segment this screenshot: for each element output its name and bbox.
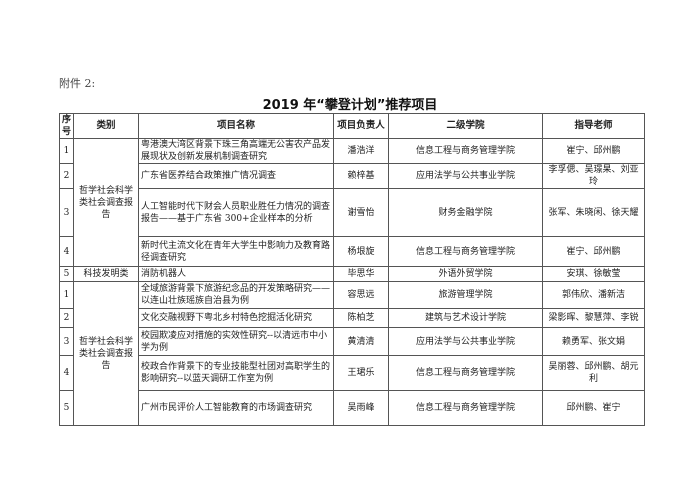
header-advisors: 指导老师 (542, 113, 645, 139)
leader-cell: 毕思华 (333, 266, 389, 282)
project-name-cell: 粤港澳大湾区背景下珠三角高端无公害农产品发展现状及创新发展机制调查研究 (138, 138, 334, 164)
leader-cell: 容思远 (333, 281, 389, 309)
project-name-cell: 校园欺凌应对措施的实效性研究--以清远市中小学为例 (138, 327, 334, 356)
seq-cell: 4 (59, 355, 74, 391)
advisors-cell: 邱州鹏、崔宁 (542, 390, 645, 426)
table-row: 4 校政合作背景下的专业技能型社团对高职学生的影响研究--以蓝天调研工作室为例 王珺… (59, 355, 645, 391)
header-leader: 项目负责人 (333, 113, 389, 139)
leader-cell: 赖梓基 (333, 163, 389, 189)
seq-cell: 4 (59, 236, 74, 267)
category-cell: 哲学社会科学类社会调查报告 (73, 281, 139, 426)
college-cell: 信息工程与商务管理学院 (388, 355, 543, 391)
leader-cell: 陈柏芝 (333, 308, 389, 328)
header-category: 类别 (73, 113, 139, 139)
attachment-label: 附件 2: (59, 77, 96, 90)
leader-cell: 谢雪怡 (333, 188, 389, 237)
header-college: 二级学院 (388, 113, 543, 139)
seq-cell: 2 (59, 308, 74, 328)
header-seq: 序号 (59, 113, 74, 139)
college-cell: 外语外贸学院 (388, 266, 543, 282)
college-cell: 应用法学与公共事业学院 (388, 163, 543, 189)
seq-cell: 5 (59, 266, 74, 282)
college-cell: 旅游管理学院 (388, 281, 543, 309)
table-row: 5 广州市民评价人工智能教育的市场调查研究 吴雨峰 信息工程与商务管理学院 邱州鹏、崔宁 (59, 390, 645, 426)
project-name-cell: 广州市民评价人工智能教育的市场调查研究 (138, 390, 334, 426)
college-cell: 信息工程与商务管理学院 (388, 390, 543, 426)
leader-cell: 王珺乐 (333, 355, 389, 391)
table-row: 3 校园欺凌应对措施的实效性研究--以清远市中小学为例 黄清清 应用法学与公共事业学院… (59, 327, 645, 356)
project-name-cell: 人工智能时代下财会人员职业胜任力情况的调查报告——基于广东省 300+企业样本的… (138, 188, 334, 237)
advisors-cell: 吴丽蓉、邱州鹏、胡元利 (542, 355, 645, 391)
project-name-cell: 文化交融视野下粤北乡村特色挖掘活化研究 (138, 308, 334, 328)
leader-cell: 黄清清 (333, 327, 389, 356)
project-name-cell: 广东省医养结合政策推广情况调查 (138, 163, 334, 189)
advisors-cell: 安琪、徐敏莹 (542, 266, 645, 282)
seq-cell: 5 (59, 390, 74, 426)
seq-cell: 2 (59, 163, 74, 189)
advisors-cell: 张军、朱晓闲、徐天耀 (542, 188, 645, 237)
project-name-cell: 全域旅游背景下旅游纪念品的开发策略研究——以连山壮族瑶族自治县为例 (138, 281, 334, 309)
advisors-cell: 崔宁、邱州鹏 (542, 138, 645, 164)
college-cell: 信息工程与商务管理学院 (388, 138, 543, 164)
table-row: 5 科技发明类 消防机器人 毕思华 外语外贸学院 安琪、徐敏莹 (59, 266, 645, 282)
advisors-cell: 赖勇军、张文娟 (542, 327, 645, 356)
college-cell: 财务金融学院 (388, 188, 543, 237)
table-row: 3 人工智能时代下财会人员职业胜任力情况的调查报告——基于广东省 300+企业样本… (59, 188, 645, 237)
seq-cell: 3 (59, 327, 74, 356)
advisors-cell: 郭伟欣、潘新洁 (542, 281, 645, 309)
projects-table: 序号 类别 项目名称 项目负责人 二级学院 指导老师 1 哲学社会科学类社会调查报… (59, 113, 645, 426)
table-row: 4 新时代主流文化在青年大学生中影响力及教育路径调查研究 杨垠旋 信息工程与商务管理学… (59, 236, 645, 267)
college-cell: 应用法学与公共事业学院 (388, 327, 543, 356)
project-name-cell: 消防机器人 (138, 266, 334, 282)
table-header-row: 序号 类别 项目名称 项目负责人 二级学院 指导老师 (59, 113, 645, 139)
table-row: 1 哲学社会科学类社会调查报告 粤港澳大湾区背景下珠三角高端无公害农产品发展现状及创… (59, 138, 645, 267)
leader-cell: 吴雨峰 (333, 390, 389, 426)
category-cell: 哲学社会科学类社会调查报告 (73, 138, 139, 267)
college-cell: 信息工程与商务管理学院 (388, 236, 543, 267)
project-name-cell: 校政合作背景下的专业技能型社团对高职学生的影响研究--以蓝天调研工作室为例 (138, 355, 334, 391)
project-name-cell: 新时代主流文化在青年大学生中影响力及教育路径调查研究 (138, 236, 334, 267)
category-cell: 科技发明类 (73, 266, 139, 282)
advisors-cell: 崔宁、邱州鹏 (542, 236, 645, 267)
header-project-name: 项目名称 (138, 113, 334, 139)
seq-cell: 1 (59, 281, 74, 309)
table-row: 2 广东省医养结合政策推广情况调查 赖梓基 应用法学与公共事业学院 李孚偲、吴璟杲、刘亚… (59, 163, 645, 189)
leader-cell: 潘浩洋 (333, 138, 389, 164)
advisors-cell: 李孚偲、吴璟杲、刘亚玲 (542, 163, 645, 189)
table-row: 2 文化交融视野下粤北乡村特色挖掘活化研究 陈柏芝 建筑与艺术设计学院 梁影晖、黎慧萍、… (59, 308, 645, 328)
table-row: 1 哲学社会科学类社会调查报告 全域旅游背景下旅游纪念品的开发策略研究——以连山壮族… (59, 281, 645, 426)
page-title: 2019 年“攀登计划”推荐项目 (262, 98, 438, 113)
seq-cell: 3 (59, 188, 74, 237)
seq-cell: 1 (59, 138, 74, 164)
leader-cell: 杨垠旋 (333, 236, 389, 267)
college-cell: 建筑与艺术设计学院 (388, 308, 543, 328)
advisors-cell: 梁影晖、黎慧萍、李锐 (542, 308, 645, 328)
